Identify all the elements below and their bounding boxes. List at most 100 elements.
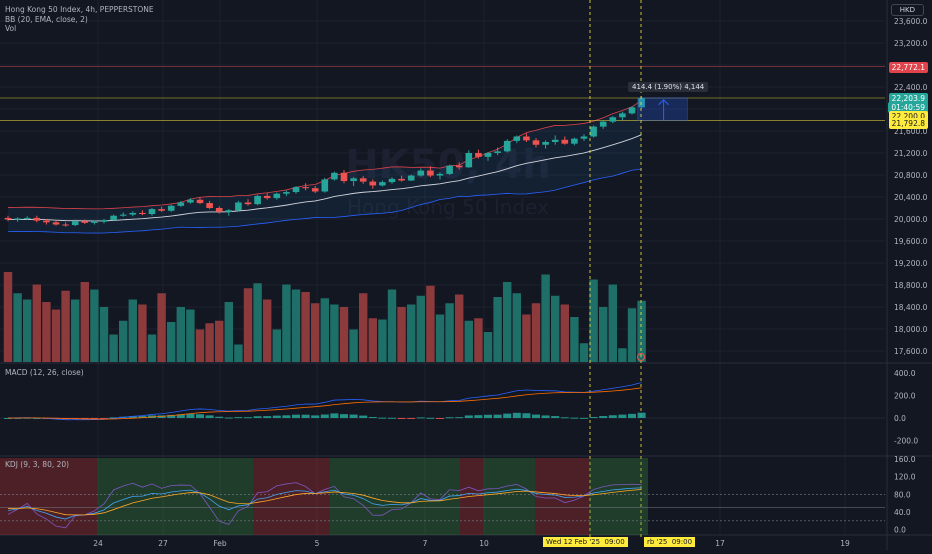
candle-body <box>129 212 137 215</box>
candle-body <box>590 126 597 137</box>
kdj-tick-label: 80.0 <box>894 490 911 499</box>
currency-button[interactable]: HKD <box>890 4 924 16</box>
macd-histogram-bar <box>445 417 454 419</box>
volume-bar <box>80 282 89 362</box>
crosshair-time: 09:00 <box>604 538 625 546</box>
candle-body <box>417 170 425 176</box>
macd-histogram-bar <box>628 413 636 418</box>
candle-body <box>475 153 482 157</box>
macd-histogram-bar <box>397 418 406 419</box>
candle-body <box>542 142 549 145</box>
volume-bar <box>455 294 464 362</box>
price-tick-label: 18,400.0 <box>894 303 928 312</box>
candle-body <box>100 220 108 222</box>
crosshair-date-label: Wed 12 Feb '25 09:00 <box>543 537 628 547</box>
volume-bar <box>71 299 80 362</box>
macd-histogram-bar <box>474 415 483 418</box>
candle-body <box>167 205 175 211</box>
price-tick-label: 18,000.0 <box>894 325 928 334</box>
candle-body <box>331 172 338 180</box>
volume-bar <box>311 303 320 362</box>
kdj-indicator-label[interactable]: KDJ (9, 3, 80, 20) <box>5 460 70 469</box>
watermark-name: Hong Kong 50 Index <box>347 195 549 219</box>
candle-body <box>71 221 79 226</box>
price-tick-label: 21,600.0 <box>894 127 928 136</box>
macd-histogram-bar <box>109 417 118 419</box>
volume-bar <box>464 320 473 362</box>
candle-body <box>283 192 290 194</box>
volume-bar <box>205 323 214 362</box>
kdj-zone <box>163 458 253 535</box>
volume-bar <box>224 302 233 362</box>
candle-body <box>148 209 156 215</box>
price-tick-label: 21,200.0 <box>894 149 928 158</box>
macd-tick-label: 400.0 <box>894 369 916 378</box>
volume-bar <box>579 343 589 362</box>
volume-bar <box>301 292 310 362</box>
volume-bar <box>13 293 22 362</box>
volume-bar <box>589 279 598 362</box>
macd-histogram-bar <box>167 414 176 418</box>
volume-bar <box>551 295 560 362</box>
macd-tick-label: 0.0 <box>894 414 906 423</box>
volume-bar <box>627 308 637 362</box>
time-tick-label: 7 <box>423 539 428 548</box>
volume-bar <box>263 299 272 362</box>
macd-histogram-bar <box>176 414 185 418</box>
volume-bar <box>407 304 416 362</box>
volume-bar <box>90 289 99 362</box>
bb-indicator-label[interactable]: BB (20, EMA, close, 2) <box>5 15 88 24</box>
macd-histogram-bar <box>330 413 339 418</box>
macd-signal-line <box>7 387 642 420</box>
symbol-header[interactable]: Hong Kong 50 Index, 4h, PEPPERSTONE <box>5 5 154 14</box>
price-tick-label: 20,400.0 <box>894 193 928 202</box>
kdj-j-line <box>7 482 642 529</box>
candle-body <box>244 202 252 205</box>
volume-bar <box>483 332 493 362</box>
volume-bar <box>167 322 176 362</box>
candle-body <box>638 98 645 108</box>
macd-histogram-bar <box>426 417 435 419</box>
volume-bar <box>378 319 387 362</box>
candle-body <box>388 178 396 183</box>
candle-body <box>628 107 636 114</box>
macd-histogram-bar <box>359 415 368 418</box>
volume-bar <box>368 318 377 362</box>
candle-body <box>369 181 377 186</box>
candle-body <box>302 187 309 189</box>
macd-histogram-bar <box>253 416 262 418</box>
candle-body <box>465 153 473 168</box>
time-tick-label: Feb <box>213 539 227 548</box>
volume-bar <box>234 344 243 362</box>
candle-body <box>379 182 386 186</box>
candle-body <box>52 222 60 225</box>
macd-histogram-bar <box>416 417 425 419</box>
volume-bar <box>176 307 185 362</box>
volume-bar <box>387 289 397 362</box>
candle-body <box>619 113 626 118</box>
macd-histogram-bar <box>608 415 617 418</box>
watermark-symbol: HK50, 4h <box>345 142 551 188</box>
volume-bar <box>157 293 166 362</box>
candle-body <box>532 140 540 145</box>
price-tick-label: 19,600.0 <box>894 237 928 246</box>
price-badge-level: 22,200.0 <box>888 111 928 122</box>
macd-histogram-bar <box>128 416 137 418</box>
macd-indicator-label[interactable]: MACD (12, 26, close) <box>5 368 84 377</box>
macd-histogram-bar <box>551 416 560 418</box>
vol-indicator-label[interactable]: Vol <box>5 24 17 33</box>
volume-bar <box>397 307 406 362</box>
candle-body <box>427 170 434 176</box>
volume-bar <box>3 272 13 362</box>
kdj-tick-label: 160.0 <box>894 455 916 464</box>
macd-histogram-bar <box>368 416 377 418</box>
volume-bar <box>282 284 291 362</box>
candle-body <box>350 178 357 182</box>
volume-bar <box>339 307 349 362</box>
macd-histogram-bar <box>311 415 320 418</box>
macd-histogram-bar <box>263 416 272 418</box>
volume-bar <box>186 309 195 362</box>
time-tick-label: 10 <box>479 539 489 548</box>
